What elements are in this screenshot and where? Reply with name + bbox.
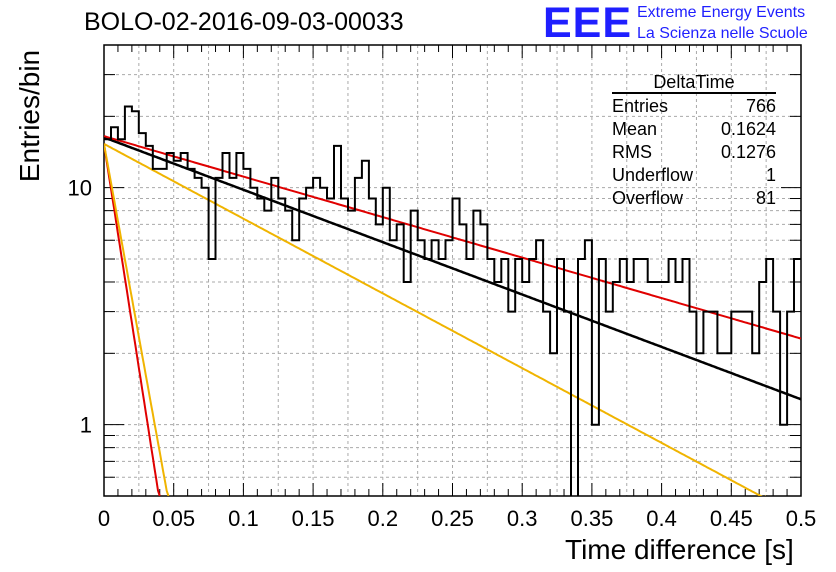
fit-curve-4	[104, 143, 170, 496]
stats-row-mean: Mean 0.1624	[612, 118, 776, 141]
stats-row-entries: Entries 766	[612, 95, 776, 118]
stats-value: 0.1276	[720, 142, 776, 162]
y-tick-label: 1	[80, 413, 92, 438]
stats-row-overflow: Overflow 81	[612, 187, 776, 210]
x-tick-label: 0.05	[152, 506, 195, 531]
stats-box: DeltaTime Entries 766 Mean 0.1624 RMS 0.…	[612, 72, 776, 210]
stats-label: Overflow	[612, 188, 684, 208]
stats-value: 81	[755, 188, 776, 208]
x-tick-label: 0.45	[710, 506, 753, 531]
tick-labels-layer: 0 0.05 0.1 0.15 0.2 0.25 0.3 0.35 0.4 0.45 0.5 1 10	[68, 176, 817, 531]
fit-curve-0	[104, 136, 801, 401]
logo-caption-line2: La Scienza nelle Scuole	[637, 25, 808, 42]
stats-label: Entries	[612, 96, 669, 116]
fit-curve-3	[104, 143, 161, 496]
stats-row-rms: RMS 0.1276	[612, 141, 776, 164]
histogram-layer	[104, 105, 801, 496]
x-tick-label: 0.5	[786, 506, 817, 531]
y-axis-label: Entries/bin	[14, 49, 45, 183]
x-tick-label: 0.35	[570, 506, 613, 531]
x-tick-label: 0.2	[368, 506, 399, 531]
logo-caption: Extreme Energy Events La Scienza nelle S…	[637, 2, 808, 44]
axes-layer	[103, 44, 802, 497]
stats-box-title: DeltaTime	[612, 72, 776, 94]
x-tick-label: 0.3	[507, 506, 538, 531]
x-axis-label: Time difference [s]	[565, 534, 794, 565]
x-tick-label: 0	[98, 506, 110, 531]
histogram-outline	[104, 105, 801, 496]
x-tick-label: 0.1	[228, 506, 259, 531]
x-tick-label: 0.4	[646, 506, 677, 531]
stats-label: Mean	[612, 119, 658, 139]
logo-caption-line1: Extreme Energy Events	[637, 4, 806, 21]
stats-value: 0.1624	[720, 119, 776, 139]
stats-label: Underflow	[612, 165, 694, 185]
stats-row-underflow: Underflow 1	[612, 164, 776, 187]
chart-title: BOLO-02-2016-09-03-00033	[84, 8, 404, 36]
eee-logo: EEE	[543, 0, 633, 47]
x-tick-label: 0.25	[431, 506, 474, 531]
fit-curve-2	[104, 143, 767, 496]
x-tick-label: 0.15	[292, 506, 335, 531]
stats-label: RMS	[612, 142, 652, 162]
stats-value: 1	[765, 165, 776, 185]
y-tick-label: 10	[68, 176, 92, 201]
stats-value: 766	[745, 96, 776, 116]
